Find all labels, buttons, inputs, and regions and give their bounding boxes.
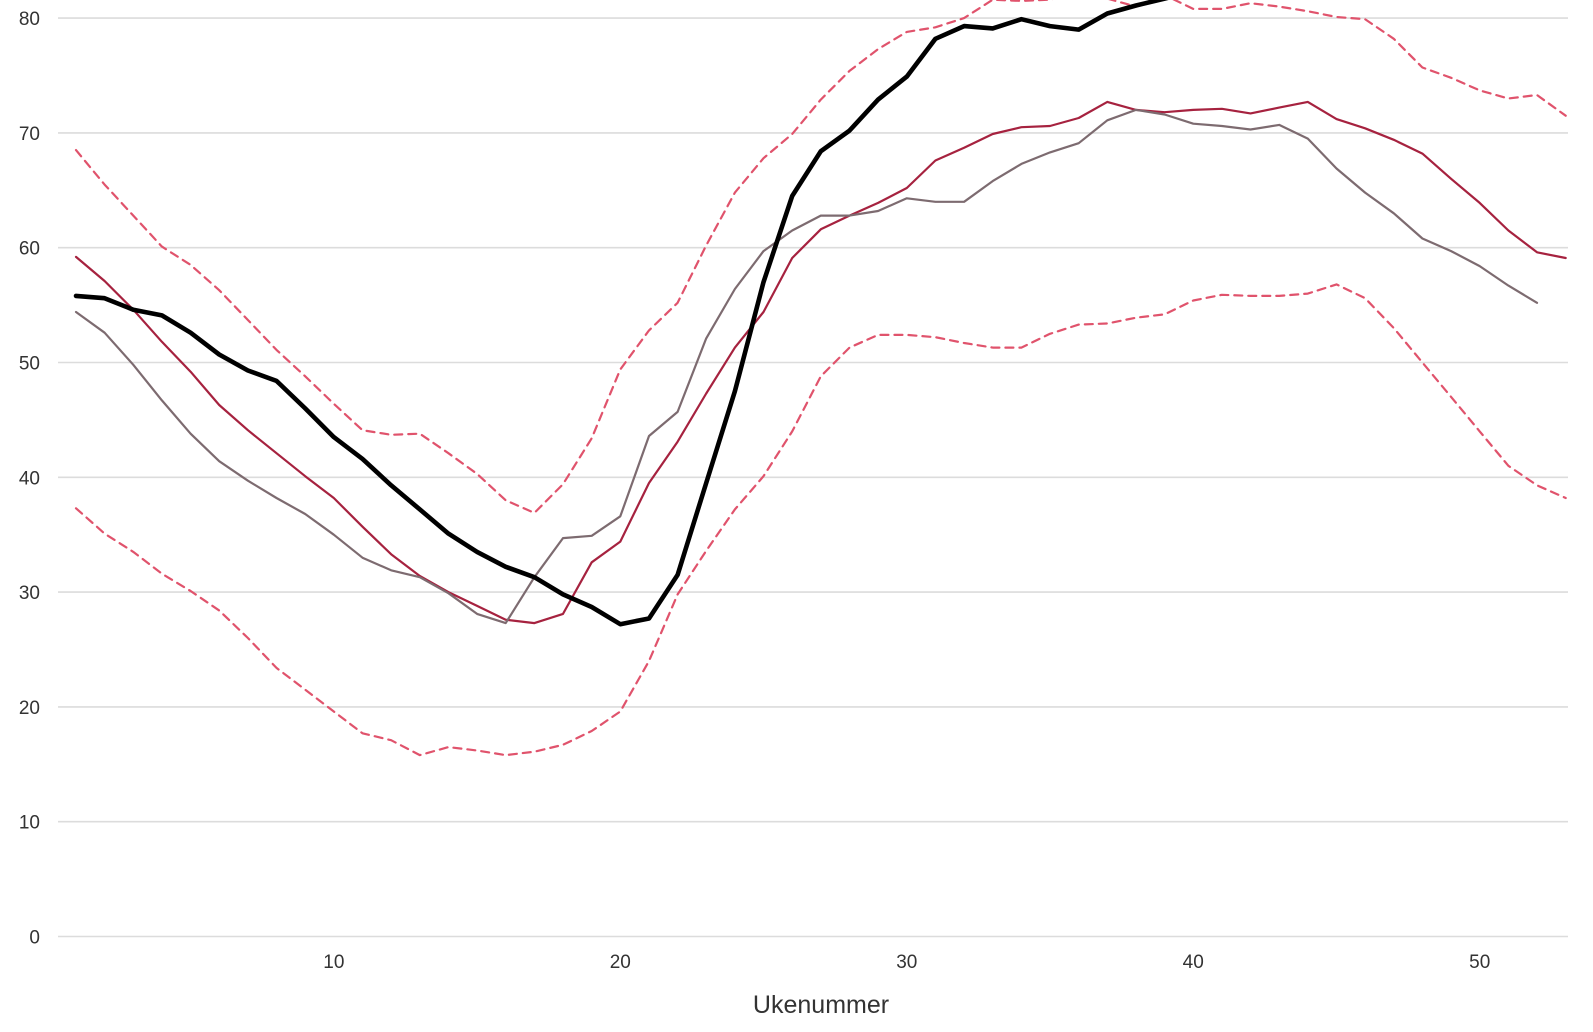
y-tick-label: 10 xyxy=(19,813,40,834)
series-line-4 xyxy=(74,108,1539,625)
y-tick-label: 80 xyxy=(19,9,40,30)
series-line-2 xyxy=(74,283,1567,757)
y-axis-ticks: 0 10 20 30 40 50 60 70 80 xyxy=(19,9,40,948)
y-tick-label: 0 xyxy=(29,928,40,949)
series-lines xyxy=(73,0,1567,757)
x-axis-ticks: 10 20 30 40 50 xyxy=(323,952,1490,973)
series-line-5 xyxy=(73,0,1169,627)
x-tick-label: 20 xyxy=(610,952,631,973)
series-line-3 xyxy=(74,100,1567,625)
y-tick-label: 60 xyxy=(19,239,40,260)
x-tick-label: 40 xyxy=(1183,952,1204,973)
y-tick-label: 20 xyxy=(19,698,40,719)
x-tick-label: 10 xyxy=(323,952,344,973)
y-tick-label: 50 xyxy=(19,354,40,375)
x-tick-label: 30 xyxy=(896,952,917,973)
x-tick-label: 50 xyxy=(1469,952,1490,973)
y-tick-label: 70 xyxy=(19,124,40,145)
series-line-1 xyxy=(74,0,1567,515)
x-axis-title: Ukenummer xyxy=(753,991,889,1019)
y-tick-label: 40 xyxy=(19,468,40,489)
y-tick-label: 30 xyxy=(19,583,40,604)
gridlines xyxy=(58,17,1568,938)
